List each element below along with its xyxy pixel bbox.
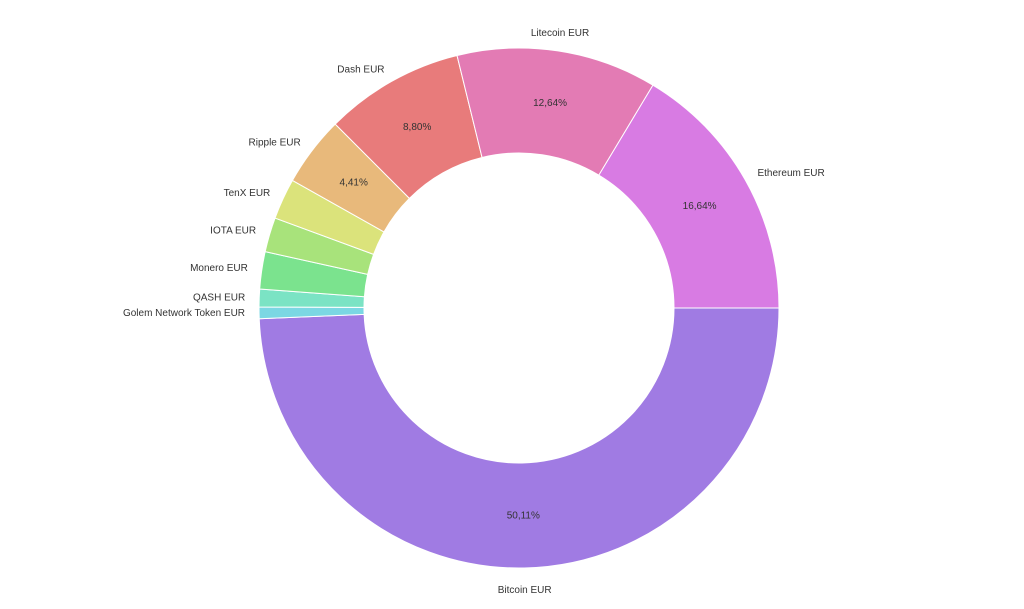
category-label-ripple-eur: Ripple EUR: [249, 137, 301, 148]
category-label-iota-eur: IOTA EUR: [210, 226, 256, 237]
category-label-bitcoin-eur: Bitcoin EUR: [498, 585, 552, 596]
category-label-dash-eur: Dash EUR: [337, 64, 384, 75]
slice-ethereum-eur[interactable]: [598, 84, 780, 309]
category-labels-group: Bitcoin EUR Golem Network Token EUR QASH E…: [123, 28, 825, 596]
category-label-qash-eur: QASH EUR: [193, 292, 245, 303]
category-label-monero-eur: Monero EUR: [190, 263, 248, 274]
percent-label-ripple-eur: 4,41%: [340, 178, 368, 189]
percent-label-litecoin-eur: 12,64%: [533, 98, 567, 109]
category-label-litecoin-eur: Litecoin EUR: [531, 28, 589, 39]
percent-label-ethereum-eur: 16,64%: [683, 201, 717, 212]
category-label-ethereum-eur: Ethereum EUR: [757, 168, 824, 179]
percent-labels-group: 50,11% 4,41% 8,80% 12,64% 16,64%: [340, 98, 717, 522]
percent-label-dash-eur: 8,80%: [403, 122, 431, 133]
slice-bitcoin-eur[interactable]: [258, 307, 780, 569]
category-label-golem-network-token-eur: Golem Network Token EUR: [123, 308, 245, 319]
percent-label-bitcoin-eur: 50,11%: [507, 510, 540, 521]
category-label-tenx-eur: TenX EUR: [224, 188, 271, 199]
slices-group: [258, 47, 780, 569]
